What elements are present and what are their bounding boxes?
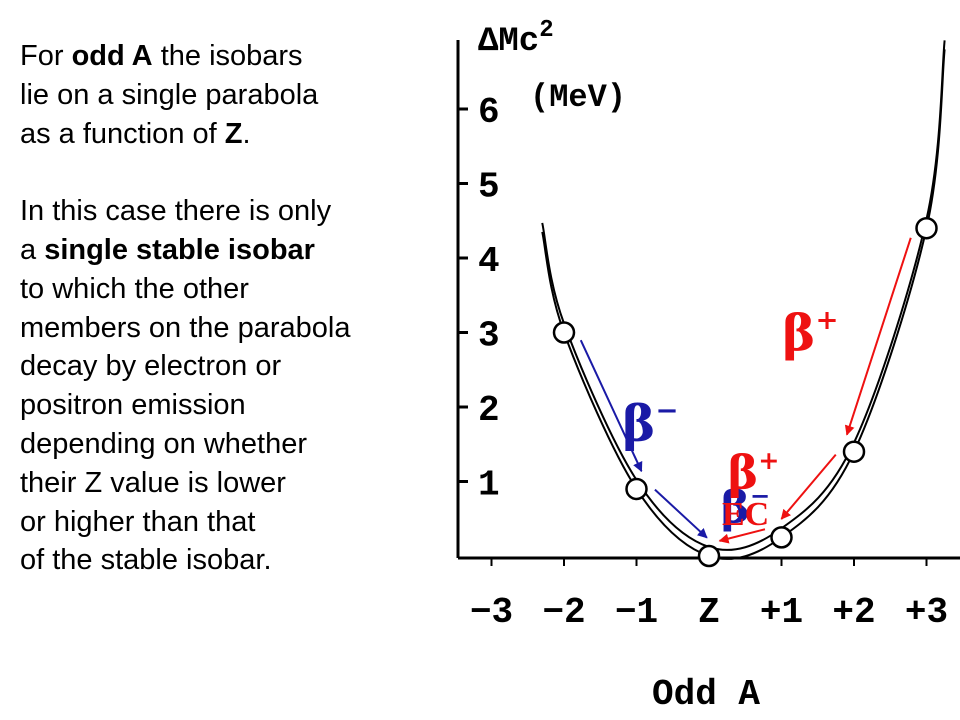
decay-sign: + bbox=[758, 445, 779, 475]
decay-symbol: β bbox=[721, 482, 750, 533]
y-tick-label: 4 bbox=[478, 241, 500, 282]
text-line: lie on a single parabola bbox=[20, 78, 319, 111]
x-tick-label: −3 bbox=[470, 592, 513, 633]
y-tick-label: 3 bbox=[478, 316, 500, 357]
decay-sign: − bbox=[750, 481, 770, 510]
text-line: as a function of Z. bbox=[20, 117, 251, 150]
y-axis-label: ΔMc2 bbox=[478, 17, 554, 61]
x-tick-label: Z bbox=[698, 592, 720, 633]
y-tick-label: 6 bbox=[478, 92, 500, 133]
x-tick-label: +1 bbox=[760, 592, 803, 633]
text-line: decay by electron or bbox=[20, 350, 282, 383]
decay-label: β− bbox=[721, 481, 771, 533]
text-line: a single stable isobar bbox=[20, 233, 315, 266]
decay-arrow bbox=[780, 453, 837, 520]
isobar-point bbox=[842, 440, 866, 463]
y-tick-label: 1 bbox=[478, 465, 500, 506]
text-line: to which the other bbox=[20, 272, 249, 305]
x-axis-label: Odd A bbox=[652, 674, 760, 715]
decay-arrow bbox=[844, 237, 912, 436]
isobar-point bbox=[552, 321, 576, 344]
decay-label: β− bbox=[622, 394, 678, 453]
y-axis-unit: (MeV) bbox=[530, 79, 626, 116]
decay-labels: β−β−ECβ+β+ bbox=[622, 303, 838, 534]
text-line: or higher than that bbox=[20, 505, 256, 538]
text-line: of the stable isobar. bbox=[20, 544, 272, 577]
text-line: In this case there is only bbox=[20, 195, 332, 228]
x-tick-label: −2 bbox=[542, 592, 585, 633]
y-tick-label: 5 bbox=[478, 167, 500, 208]
decay-symbol: β bbox=[728, 446, 759, 500]
y-axis-ticks: 1 2 3 4 5 6 bbox=[458, 92, 500, 506]
isobar-point bbox=[915, 216, 938, 240]
explanation-text: For odd A the isobars lie on a single pa… bbox=[20, 37, 440, 580]
text-line: positron emission bbox=[20, 389, 246, 422]
text-line: For odd A the isobars bbox=[20, 40, 303, 72]
x-tick-label: +3 bbox=[905, 592, 948, 633]
ec-label: EC bbox=[722, 496, 769, 533]
y-axis-title: ΔMc2 (MeV) bbox=[478, 17, 626, 116]
isobar-point bbox=[697, 544, 721, 568]
decay-sign: − bbox=[655, 395, 678, 427]
decay-arrow bbox=[579, 339, 643, 473]
text-line: their Z value is lower bbox=[20, 466, 286, 499]
x-axis-ticks: −3 −2 −1 Z +1 +2 +3 bbox=[470, 558, 948, 633]
decay-symbol: β bbox=[782, 303, 815, 362]
decay-arrow bbox=[718, 528, 766, 544]
decay-symbol: β bbox=[622, 394, 655, 453]
text-line: members on the parabola bbox=[20, 311, 351, 344]
decay-arrows bbox=[579, 237, 912, 544]
decay-label: β+ bbox=[782, 303, 838, 362]
x-tick-label: +2 bbox=[832, 592, 875, 633]
decay-label: β+ bbox=[728, 445, 780, 499]
x-tick-label: −1 bbox=[615, 592, 658, 633]
text-line: depending on whether bbox=[20, 427, 308, 460]
isobar-point bbox=[770, 526, 793, 549]
isobar-point bbox=[625, 477, 648, 501]
decay-sign: + bbox=[815, 304, 838, 336]
y-tick-label: 2 bbox=[478, 390, 500, 431]
isobar-points bbox=[552, 216, 938, 568]
decay-arrow bbox=[654, 488, 708, 539]
